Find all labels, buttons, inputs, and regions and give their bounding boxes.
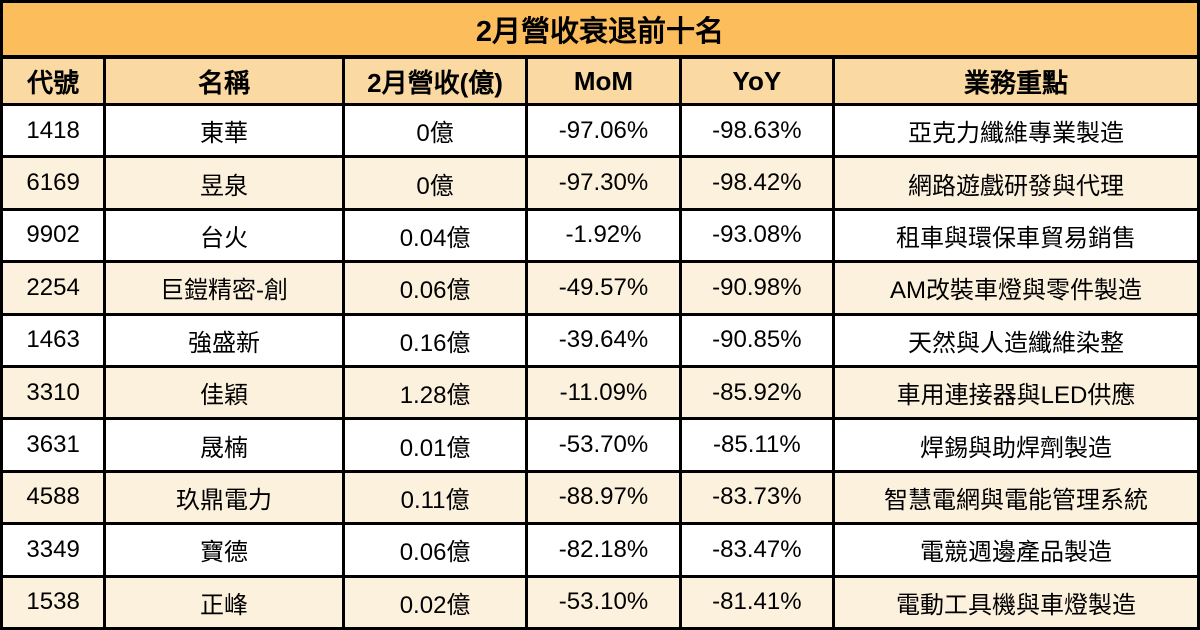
column-header-yoy: YoY [678,55,836,106]
cell-focus: 電競週邊產品製造 [832,522,1200,578]
table-header-row: 代號 名稱 2月營收(億) MoM YoY 業務重點 [0,55,1200,106]
cell-focus: 電動工具機與車燈製造 [832,574,1200,630]
table-row: 3310 佳穎 1.28億 -11.09% -85.92% 車用連接器與LED供… [0,364,1200,421]
cell-name: 巨鎧精密-創 [103,260,345,316]
cell-mom: -11.09% [525,364,682,421]
cell-mom: -82.18% [525,522,682,578]
table-row: 3349 寶德 0.06億 -82.18% -83.47% 電競週邊產品製造 [0,522,1200,578]
cell-revenue: 0億 [341,102,529,159]
table-title: 2月營收衰退前十名 [0,0,1200,59]
cell-yoy: -98.42% [678,155,836,211]
cell-mom: -97.06% [525,102,682,159]
cell-yoy: -90.98% [678,260,836,316]
cell-mom: -1.92% [525,207,682,264]
cell-code: 2254 [0,260,107,316]
cell-focus: 網路遊戲研發與代理 [832,155,1200,211]
cell-yoy: -93.08% [678,207,836,264]
cell-mom: -49.57% [525,260,682,316]
table-row: 4588 玖鼎電力 0.11億 -88.97% -83.73% 智慧電網與電能管… [0,469,1200,526]
cell-name: 晟楠 [103,417,345,473]
column-header-revenue: 2月營收(億) [341,55,529,106]
cell-focus: 租車與環保車貿易銷售 [832,207,1200,264]
cell-revenue: 0.01億 [341,417,529,473]
cell-name: 強盛新 [103,312,345,368]
cell-yoy: -83.73% [678,469,836,526]
cell-yoy: -81.41% [678,574,836,630]
cell-focus: AM改裝車燈與零件製造 [832,260,1200,316]
table-row: 1538 正峰 0.02億 -53.10% -81.41% 電動工具機與車燈製造 [0,574,1200,630]
cell-mom: -53.70% [525,417,682,473]
cell-name: 台火 [103,207,345,264]
cell-mom: -53.10% [525,574,682,630]
cell-yoy: -85.92% [678,364,836,421]
cell-name: 玖鼎電力 [103,469,345,526]
table-row: 9902 台火 0.04億 -1.92% -93.08% 租車與環保車貿易銷售 [0,207,1200,264]
cell-revenue: 0.11億 [341,469,529,526]
cell-revenue: 1.28億 [341,364,529,421]
column-header-name: 名稱 [103,55,345,106]
cell-mom: -97.30% [525,155,682,211]
cell-mom: -39.64% [525,312,682,368]
table-row: 1463 強盛新 0.16億 -39.64% -90.85% 天然與人造纖維染整 [0,312,1200,368]
cell-yoy: -98.63% [678,102,836,159]
cell-yoy: -90.85% [678,312,836,368]
cell-focus: 亞克力纖維專業製造 [832,102,1200,159]
column-header-mom: MoM [525,55,682,106]
cell-yoy: -85.11% [678,417,836,473]
cell-name: 佳穎 [103,364,345,421]
cell-code: 1463 [0,312,107,368]
cell-revenue: 0.16億 [341,312,529,368]
cell-revenue: 0.04億 [341,207,529,264]
cell-revenue: 0億 [341,155,529,211]
column-header-code: 代號 [0,55,107,106]
cell-mom: -88.97% [525,469,682,526]
cell-focus: 天然與人造纖維染整 [832,312,1200,368]
cell-revenue: 0.06億 [341,522,529,578]
cell-revenue: 0.02億 [341,574,529,630]
cell-code: 6169 [0,155,107,211]
cell-code: 1418 [0,102,107,159]
table-row: 6169 昱泉 0億 -97.30% -98.42% 網路遊戲研發與代理 [0,155,1200,211]
table-row: 2254 巨鎧精密-創 0.06億 -49.57% -90.98% AM改裝車燈… [0,260,1200,316]
cell-code: 9902 [0,207,107,264]
cell-code: 3349 [0,522,107,578]
cell-name: 正峰 [103,574,345,630]
cell-focus: 車用連接器與LED供應 [832,364,1200,421]
table-title-row: 2月營收衰退前十名 [0,0,1200,59]
cell-name: 昱泉 [103,155,345,211]
cell-code: 4588 [0,469,107,526]
cell-name: 東華 [103,102,345,159]
cell-yoy: -83.47% [678,522,836,578]
cell-focus: 智慧電網與電能管理系統 [832,469,1200,526]
cell-name: 寶德 [103,522,345,578]
table-row: 3631 晟楠 0.01億 -53.70% -85.11% 焊錫與助焊劑製造 [0,417,1200,473]
cell-code: 3310 [0,364,107,421]
cell-code: 1538 [0,574,107,630]
table-row: 1418 東華 0億 -97.06% -98.63% 亞克力纖維專業製造 [0,102,1200,159]
cell-focus: 焊錫與助焊劑製造 [832,417,1200,473]
column-header-focus: 業務重點 [832,55,1200,106]
cell-revenue: 0.06億 [341,260,529,316]
cell-code: 3631 [0,417,107,473]
